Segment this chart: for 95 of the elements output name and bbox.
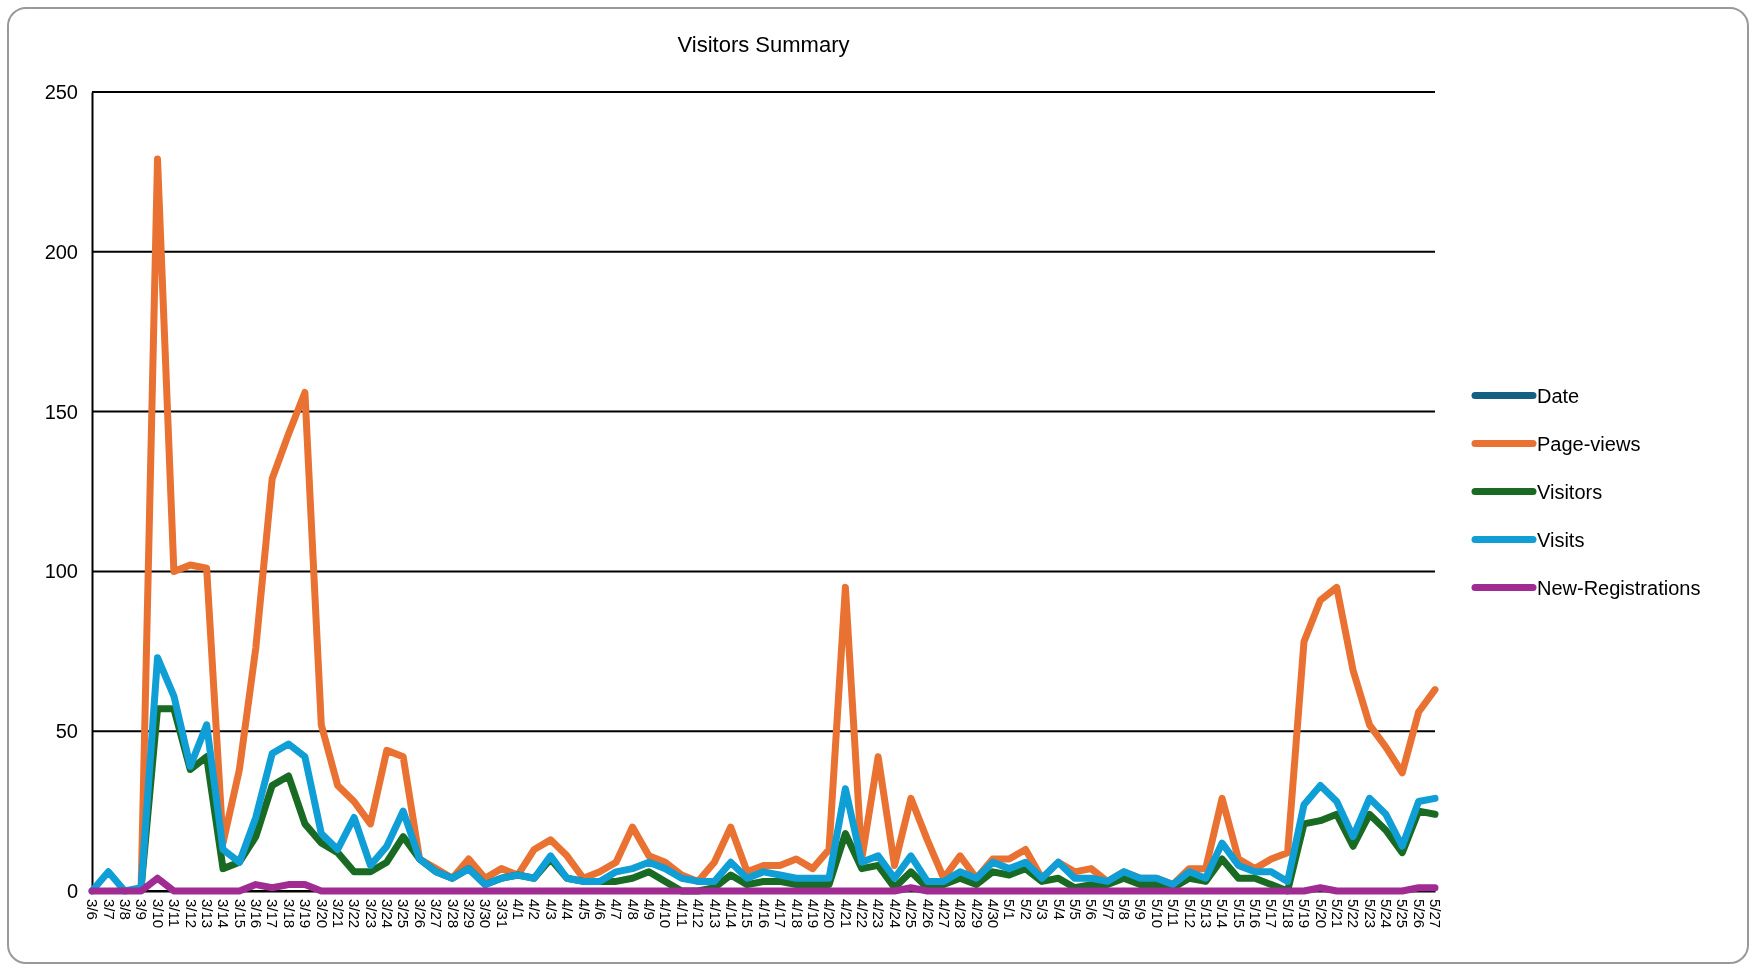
x-tick-label: 3/27 bbox=[428, 899, 446, 929]
x-tick-label: 5/15 bbox=[1230, 899, 1248, 929]
y-tick-label: 50 bbox=[55, 720, 78, 743]
x-tick-label: 5/20 bbox=[1312, 899, 1330, 929]
x-tick-label: 5/23 bbox=[1361, 899, 1379, 929]
x-tick-label: 4/26 bbox=[919, 899, 937, 929]
legend-label: Page-views bbox=[1537, 432, 1641, 455]
x-tick-label: 4/5 bbox=[575, 899, 593, 920]
x-tick-label: 4/4 bbox=[559, 899, 577, 920]
y-tick-label: 100 bbox=[44, 560, 78, 583]
x-tick-label: 3/13 bbox=[198, 899, 216, 929]
x-tick-label: 5/4 bbox=[1050, 899, 1068, 920]
x-tick-label: 4/16 bbox=[755, 899, 773, 929]
x-tick-label: 5/18 bbox=[1279, 899, 1297, 929]
x-tick-label: 4/12 bbox=[690, 899, 708, 929]
x-tick-label: 5/26 bbox=[1410, 899, 1428, 929]
x-tick-label: 3/15 bbox=[231, 899, 249, 929]
x-tick-label: 4/6 bbox=[591, 899, 609, 920]
x-tick-label: 5/19 bbox=[1296, 899, 1314, 929]
x-tick-label: 5/10 bbox=[1148, 899, 1166, 929]
x-tick-label: 3/29 bbox=[460, 899, 478, 929]
x-tick-label: 4/10 bbox=[657, 899, 675, 929]
x-tick-label: 4/1 bbox=[510, 899, 528, 920]
x-tick-label: 4/30 bbox=[985, 899, 1003, 929]
x-tick-label: 3/12 bbox=[182, 899, 200, 929]
x-tick-label: 4/7 bbox=[608, 899, 626, 920]
x-tick-label: 4/24 bbox=[886, 899, 904, 929]
x-tick-label: 3/22 bbox=[346, 899, 364, 929]
x-tick-label: 5/24 bbox=[1378, 899, 1396, 929]
x-tick-label: 4/3 bbox=[542, 899, 560, 920]
x-tick-label: 5/22 bbox=[1345, 899, 1363, 929]
x-tick-label: 4/27 bbox=[935, 899, 953, 929]
x-tick-label: 3/26 bbox=[411, 899, 429, 929]
x-tick-label: 4/18 bbox=[788, 899, 806, 929]
x-tick-label: 3/11 bbox=[166, 899, 184, 928]
x-tick-label: 5/17 bbox=[1263, 899, 1281, 929]
x-tick-label: 4/9 bbox=[641, 899, 659, 920]
x-tick-label: 5/11 bbox=[1165, 899, 1183, 928]
x-tick-label: 4/22 bbox=[854, 899, 872, 929]
x-tick-label: 4/14 bbox=[722, 899, 740, 929]
x-tick-label: 5/2 bbox=[1017, 899, 1035, 920]
x-tick-label: 5/12 bbox=[1181, 899, 1199, 929]
legend-label: Visits bbox=[1537, 528, 1585, 551]
x-tick-label: 3/8 bbox=[117, 899, 135, 920]
chart-title: Visitors Summary bbox=[677, 32, 850, 57]
x-tick-label: 5/3 bbox=[1034, 899, 1052, 920]
x-tick-label: 4/20 bbox=[821, 899, 839, 929]
x-tick-label: 4/2 bbox=[526, 899, 544, 920]
x-tick-label: 3/23 bbox=[362, 899, 380, 929]
x-tick-label: 3/7 bbox=[100, 899, 118, 920]
x-tick-label: 5/16 bbox=[1247, 899, 1265, 929]
x-tick-label: 5/13 bbox=[1197, 899, 1215, 929]
x-tick-label: 5/8 bbox=[1116, 899, 1134, 920]
x-tick-label: 5/25 bbox=[1394, 899, 1412, 929]
x-tick-label: 4/15 bbox=[739, 899, 757, 929]
x-tick-label: 3/25 bbox=[395, 899, 413, 929]
x-tick-label: 5/27 bbox=[1427, 899, 1445, 929]
x-tick-label: 3/10 bbox=[149, 899, 167, 929]
x-tick-label: 4/11 bbox=[673, 899, 691, 928]
y-tick-label: 250 bbox=[44, 80, 78, 103]
x-tick-label: 4/19 bbox=[804, 899, 822, 929]
x-tick-label: 4/23 bbox=[870, 899, 888, 929]
x-tick-label: 4/21 bbox=[837, 899, 855, 929]
x-tick-label: 4/28 bbox=[952, 899, 970, 929]
legend-label: Visitors bbox=[1537, 480, 1603, 503]
x-tick-label: 5/21 bbox=[1328, 899, 1346, 929]
x-tick-label: 3/31 bbox=[493, 899, 511, 929]
x-tick-label: 5/14 bbox=[1214, 899, 1232, 929]
x-tick-label: 3/17 bbox=[264, 899, 282, 929]
legend-label: New-Registrations bbox=[1537, 576, 1701, 599]
x-tick-label: 4/29 bbox=[968, 899, 986, 929]
x-tick-label: 3/20 bbox=[313, 899, 331, 929]
x-tick-label: 3/14 bbox=[215, 899, 233, 929]
x-tick-label: 5/7 bbox=[1099, 899, 1117, 920]
x-tick-label: 5/5 bbox=[1066, 899, 1084, 920]
x-tick-label: 3/21 bbox=[329, 899, 347, 929]
x-tick-label: 4/17 bbox=[772, 899, 790, 929]
x-tick-label: 3/30 bbox=[477, 899, 495, 929]
x-tick-label: 3/9 bbox=[133, 899, 151, 920]
y-tick-label: 0 bbox=[66, 879, 78, 902]
x-tick-label: 3/6 bbox=[84, 899, 102, 920]
x-tick-label: 3/28 bbox=[444, 899, 462, 929]
legend-label: Date bbox=[1537, 384, 1580, 407]
x-tick-label: 3/16 bbox=[248, 899, 266, 929]
x-tick-label: 5/6 bbox=[1083, 899, 1101, 920]
x-tick-label: 4/8 bbox=[624, 899, 642, 920]
x-tick-label: 4/13 bbox=[706, 899, 724, 929]
y-tick-label: 200 bbox=[44, 240, 78, 263]
x-tick-label: 3/18 bbox=[280, 899, 298, 929]
y-tick-label: 150 bbox=[44, 400, 78, 423]
x-tick-label: 3/24 bbox=[379, 899, 397, 929]
x-tick-label: 5/9 bbox=[1132, 899, 1150, 920]
x-tick-label: 3/19 bbox=[297, 899, 315, 929]
x-tick-label: 5/1 bbox=[1001, 899, 1019, 920]
x-tick-label: 4/25 bbox=[903, 899, 921, 929]
